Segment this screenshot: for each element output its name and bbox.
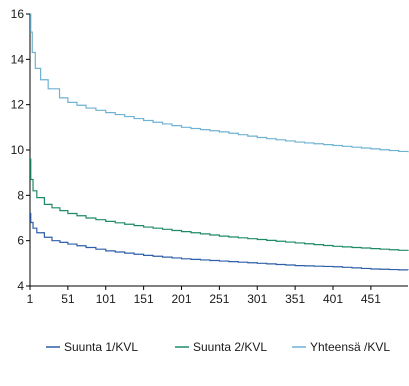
- y-tick-label: 10: [11, 143, 25, 157]
- series-layer: [30, 13, 409, 271]
- legend-label: Yhteensä /KVL: [310, 340, 390, 354]
- x-tick-label: 151: [134, 292, 154, 306]
- legend-label: Suunta 1/KVL: [64, 340, 138, 354]
- legend: Suunta 1/KVL Suunta 2/KVL Yhteensä /KVL: [46, 340, 390, 354]
- legend-label: Suunta 2/KVL: [193, 340, 267, 354]
- y-tick-label: 14: [11, 52, 25, 66]
- series-line-3: [30, 13, 409, 153]
- x-tick-label: 201: [171, 292, 191, 306]
- x-tick-label: 101: [96, 292, 116, 306]
- y-tick-label: 8: [17, 188, 24, 202]
- x-tick-label: 351: [285, 292, 305, 306]
- x-tick-label: 1: [27, 292, 34, 306]
- series-line-1: [30, 212, 409, 271]
- x-tick-label: 301: [247, 292, 267, 306]
- x-tick-label: 451: [361, 292, 381, 306]
- y-tick-label: 6: [17, 234, 24, 248]
- x-tick-label: 401: [323, 292, 343, 306]
- y-tick-label: 12: [11, 98, 25, 112]
- y-tick-label: 4: [17, 279, 24, 293]
- y-tick-label: 16: [11, 7, 25, 21]
- x-tick-label: 51: [61, 292, 75, 306]
- x-tick-label: 251: [209, 292, 229, 306]
- series-line-2: [30, 158, 409, 251]
